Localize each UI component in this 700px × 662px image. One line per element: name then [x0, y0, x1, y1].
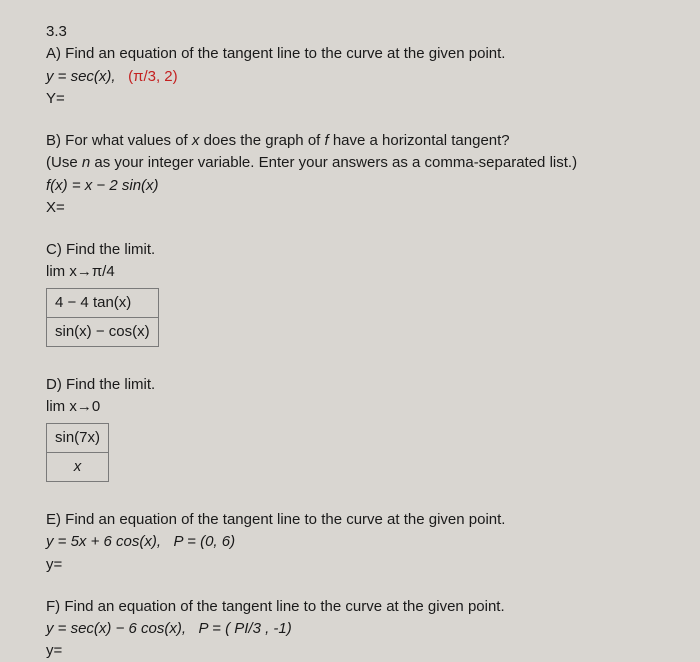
- f-prompt: F) Find an equation of the tangent line …: [46, 597, 670, 617]
- d-lim: lim x→0: [46, 397, 670, 417]
- a-answer-line: Y=: [46, 89, 670, 109]
- problem-number: 3.3: [46, 22, 670, 42]
- b-line2: (Use n as your integer variable. Enter y…: [46, 153, 670, 173]
- section-a: 3.3 A) Find an equation of the tangent l…: [46, 22, 670, 109]
- f-equation: y = sec(x) − 6 cos(x), P = ( PI/3 , -1): [46, 619, 670, 639]
- c-title: C) Find the limit.: [46, 240, 670, 260]
- e-prompt: E) Find an equation of the tangent line …: [46, 510, 670, 530]
- f-answer-line: y=: [46, 641, 670, 661]
- c-numerator: 4 − 4 tan(x): [47, 289, 158, 318]
- b-equation: f(x) = x − 2 sin(x): [46, 176, 670, 196]
- section-d: D) Find the limit. lim x→0 sin(7x) x: [46, 375, 670, 488]
- section-c: C) Find the limit. lim x→π/4 4 − 4 tan(x…: [46, 240, 670, 353]
- c-lim: lim x→π/4: [46, 262, 670, 282]
- e-answer-line: y=: [46, 555, 670, 575]
- section-e: E) Find an equation of the tangent line …: [46, 510, 670, 575]
- section-b: B) For what values of x does the graph o…: [46, 131, 670, 218]
- a-prompt: A) Find an equation of the tangent line …: [46, 44, 670, 64]
- a-point: (π/3, 2): [128, 68, 178, 85]
- e-equation: y = 5x + 6 cos(x), P = (0, 6): [46, 532, 670, 552]
- d-denominator: x: [47, 453, 108, 481]
- b-line1: B) For what values of x does the graph o…: [46, 131, 670, 151]
- a-eq-prefix: y = sec(x),: [46, 68, 128, 85]
- d-numerator: sin(7x): [47, 424, 108, 453]
- d-fraction: sin(7x) x: [46, 423, 109, 483]
- b-answer-line: X=: [46, 198, 670, 218]
- section-f: F) Find an equation of the tangent line …: [46, 597, 670, 662]
- c-denominator: sin(x) − cos(x): [47, 318, 158, 346]
- c-fraction: 4 − 4 tan(x) sin(x) − cos(x): [46, 288, 159, 348]
- d-title: D) Find the limit.: [46, 375, 670, 395]
- a-equation: y = sec(x), (π/3, 2): [46, 67, 670, 87]
